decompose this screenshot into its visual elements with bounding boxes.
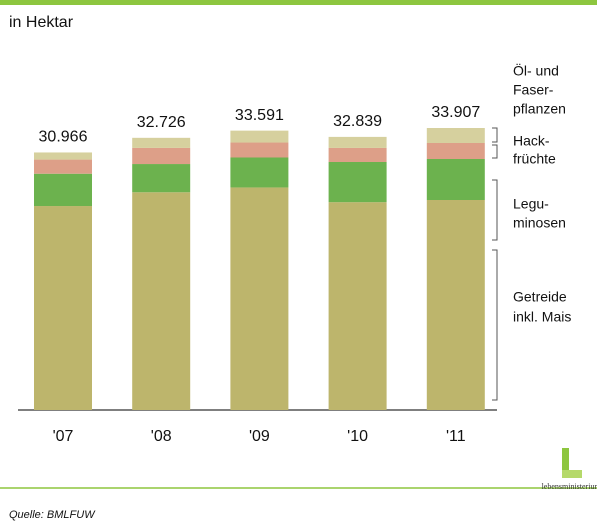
bar-segment bbox=[328, 147, 387, 162]
bar-segment bbox=[230, 157, 289, 188]
x-tick-label: '09 bbox=[249, 428, 270, 445]
bar-segment bbox=[132, 147, 191, 165]
bar-segment bbox=[230, 130, 289, 143]
x-tick-label: '11 bbox=[446, 428, 466, 445]
legend-label: Hack- bbox=[513, 133, 550, 149]
bar-segment bbox=[230, 142, 289, 158]
legend-label: pflanzen bbox=[513, 101, 566, 117]
legend-label: Faser- bbox=[513, 82, 554, 98]
bar-segment bbox=[34, 206, 92, 410]
subtitle: in Hektar bbox=[9, 14, 74, 31]
logo bbox=[562, 448, 582, 478]
legend-label: Legu- bbox=[513, 196, 549, 212]
legend-bracket bbox=[492, 249, 498, 401]
legend-label: minosen bbox=[513, 215, 566, 231]
top-band bbox=[0, 0, 597, 5]
bar-segment bbox=[34, 159, 92, 174]
bar-segment bbox=[328, 161, 387, 203]
bar-segment bbox=[328, 136, 387, 148]
legend-label: inkl. Mais bbox=[513, 309, 571, 325]
legend-bracket bbox=[492, 127, 498, 143]
bar-segment bbox=[328, 202, 387, 410]
legend-label: Öl- und bbox=[513, 62, 559, 79]
bar-segment bbox=[426, 128, 485, 143]
x-tick-label: '10 bbox=[347, 428, 368, 445]
total-label: 32.839 bbox=[333, 113, 382, 130]
bar-segment bbox=[132, 164, 191, 193]
bar-segment bbox=[34, 152, 92, 160]
total-label: 33.907 bbox=[431, 104, 480, 121]
bar-segment bbox=[426, 158, 485, 200]
bar-segment bbox=[426, 199, 485, 410]
total-label: 33.591 bbox=[235, 107, 284, 124]
total-label: 32.726 bbox=[137, 114, 186, 131]
total-label: 30.966 bbox=[39, 129, 88, 146]
legend-label: früchte bbox=[513, 151, 556, 167]
bar-segment bbox=[34, 173, 92, 207]
legend-label: Getreide bbox=[513, 289, 567, 305]
x-tick-label: '08 bbox=[151, 428, 172, 445]
x-tick-label: '07 bbox=[53, 428, 74, 445]
bar-segment bbox=[426, 142, 485, 159]
legend-bracket bbox=[492, 179, 498, 241]
source: Quelle: BMLFUW bbox=[9, 509, 96, 521]
legend-bracket bbox=[492, 144, 498, 159]
bar-segment bbox=[230, 187, 289, 410]
bar-segment bbox=[132, 192, 191, 410]
logo-text: lebensministerium.at bbox=[542, 482, 597, 491]
bar-segment bbox=[132, 137, 191, 148]
